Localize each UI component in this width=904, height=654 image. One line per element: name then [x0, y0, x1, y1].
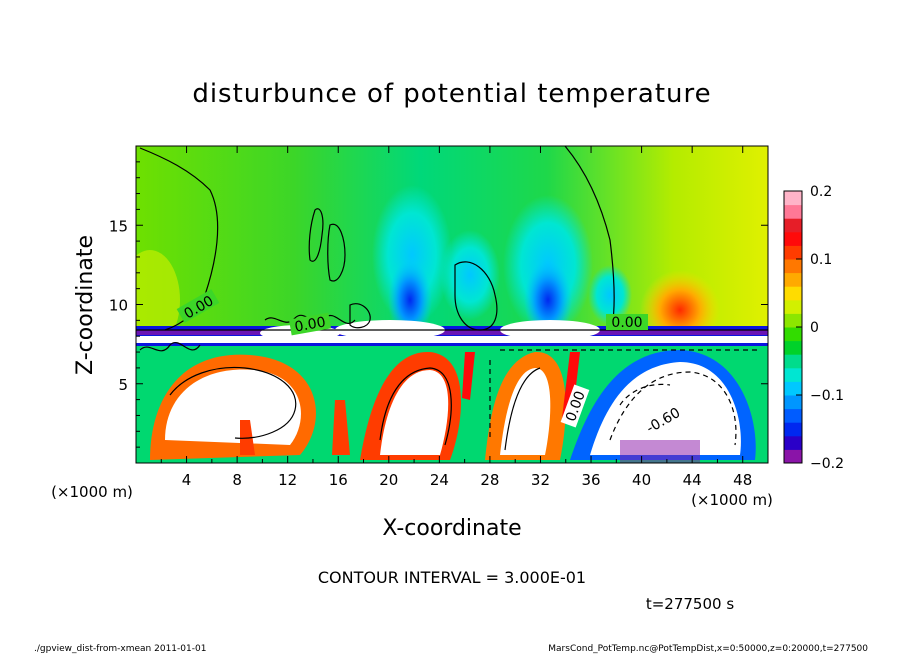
colorbar-tick-label: −0.2 — [810, 456, 844, 472]
colorbar-swatch — [784, 381, 802, 396]
colorbar-swatch — [784, 367, 802, 382]
field-eddy-3-core — [500, 368, 551, 455]
field-blue-plume-2 — [524, 260, 572, 340]
contour-eddy-3 — [504, 367, 541, 451]
x-tick-label: 44 — [683, 471, 702, 489]
contour-dashed-1 — [609, 371, 737, 446]
colorbar-swatch — [784, 245, 802, 260]
x-tick-label: 12 — [278, 471, 297, 489]
colorbar-swatches — [784, 191, 802, 464]
contour-zero-loop-4 — [349, 303, 371, 329]
colorbar-swatch — [784, 327, 802, 342]
field-eddy-4-core — [590, 362, 741, 455]
colorbar-ticks: 0.2 0.1 0 −0.1 −0.2 — [796, 184, 844, 472]
colorbar-swatch — [784, 204, 802, 219]
x-axis: 4 8 12 16 20 24 28 32 36 40 44 48 — [160, 146, 752, 489]
chart-title: disturbunce of potential temperature — [192, 79, 711, 109]
field-eddy-2-core — [380, 370, 449, 455]
y-axis: 5 10 15 — [109, 161, 768, 448]
x-tick-label: 24 — [430, 471, 449, 489]
contour-zero-loop-1 — [308, 208, 324, 262]
x-tick-label: 28 — [480, 471, 499, 489]
contour-label-bg-4 — [560, 384, 590, 428]
field-red-stripe-2 — [562, 352, 580, 420]
field-inversion-band-purple — [136, 330, 768, 335]
y-tick-label: 5 — [118, 376, 128, 394]
x-tick-label: 48 — [733, 471, 752, 489]
colorbar-swatch — [784, 299, 802, 314]
contour-zero-right — [564, 146, 615, 329]
colorbar-tick-label: 0.1 — [810, 252, 832, 268]
colorbar-swatch — [784, 313, 802, 328]
y-axis-title: Z-coordinate — [73, 235, 98, 375]
colorbar-tick-label: 0 — [810, 320, 819, 336]
x-tick-label: 16 — [329, 471, 348, 489]
contour-label-2: 0.00 — [293, 314, 326, 335]
footer-right: MarsCond_PotTemp.nc@PotTempDist,x=0:5000… — [548, 644, 868, 654]
field-bottom-purple — [620, 440, 700, 463]
contour-eddy-1 — [169, 366, 297, 439]
contour-label-3: 0.00 — [611, 315, 642, 331]
contour-label-bg-1 — [176, 289, 220, 323]
contour-interval-text: CONTOUR INTERVAL = 3.000E-01 — [318, 568, 586, 587]
z-unit-label: (×1000 m) — [51, 483, 133, 501]
colorbar-swatch — [784, 231, 802, 246]
x-axis-title: X-coordinate — [382, 516, 521, 541]
colorbar-swatch — [784, 395, 802, 410]
y-tick-label: 15 — [109, 217, 128, 235]
colorbar-swatch — [784, 191, 802, 206]
field-cyan-plume-3 — [440, 230, 500, 320]
field-yellow-left — [136, 250, 180, 350]
colorbar-swatch — [784, 340, 802, 355]
field-red-stripe-4 — [332, 400, 350, 455]
colorbar-swatch — [784, 354, 802, 369]
y-tick-label: 10 — [109, 297, 128, 315]
x-tick-label: 40 — [632, 471, 651, 489]
colorbar-swatch — [784, 435, 802, 450]
time-text: t=277500 s — [646, 595, 734, 613]
colorbar-swatch — [784, 286, 802, 301]
field-red-stripe-3 — [240, 420, 255, 455]
field-cyan-plume-4 — [588, 265, 632, 325]
colorbar-tick-label: −0.1 — [810, 388, 844, 404]
x-unit-label: (×1000 m) — [691, 491, 773, 509]
x-tick-label: 4 — [182, 471, 192, 489]
contour-label-bg-2 — [288, 312, 332, 336]
x-tick-label: 8 — [232, 471, 242, 489]
colorbar-swatch — [784, 408, 802, 423]
field-eddy-1-core — [165, 369, 301, 445]
contour-dashed-2 — [619, 383, 671, 406]
contour-eddy-2 — [379, 367, 452, 446]
colorbar-tick-label: 0.2 — [810, 184, 832, 200]
colorbar-swatch — [784, 259, 802, 274]
x-tick-label: 32 — [531, 471, 550, 489]
contour-label-bg-3 — [606, 314, 648, 330]
colorbar-swatch — [784, 218, 802, 233]
colorbar: 0.2 0.1 0 −0.1 −0.2 — [783, 184, 844, 472]
contour-zero-loop-2 — [327, 223, 346, 282]
x-tick-label: 36 — [581, 471, 600, 489]
x-tick-label: 20 — [379, 471, 398, 489]
field-blue-plume-1 — [388, 260, 432, 340]
colorbar-swatch — [784, 272, 802, 287]
contour-label-bg-5 — [639, 401, 687, 439]
contour-zero-loop-3 — [454, 261, 498, 331]
field-inversion-band-white — [136, 336, 768, 343]
footer-left: ./gpview_dist-from-xmean 2011-01-01 — [34, 644, 206, 654]
colorbar-swatch — [784, 449, 802, 464]
contour-wiggle-1 — [139, 342, 201, 352]
colorbar-swatch — [784, 422, 802, 437]
contour-lines — [136, 146, 768, 451]
field-red-stripe-1 — [462, 352, 475, 400]
